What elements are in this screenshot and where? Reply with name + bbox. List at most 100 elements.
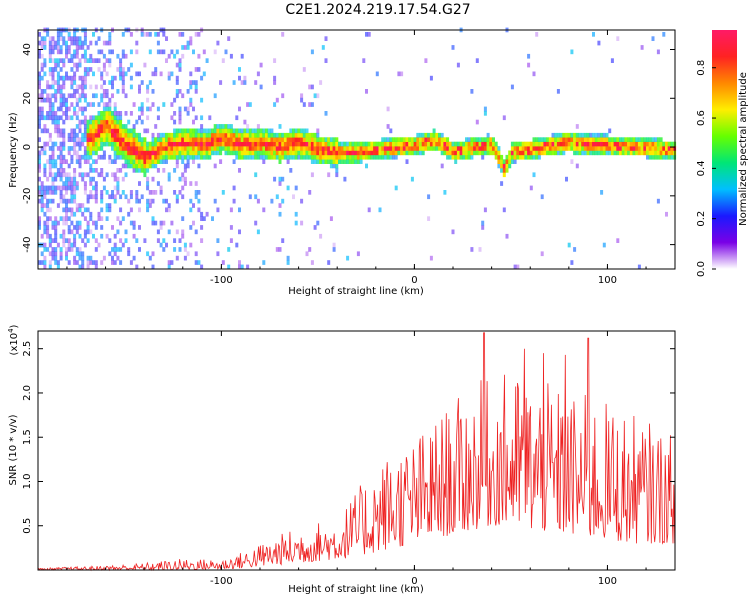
heatmap-cell <box>100 141 104 147</box>
heatmap-cell <box>67 163 71 169</box>
heatmap-cell <box>467 141 471 147</box>
heatmap-cell <box>89 53 93 59</box>
heatmap-cell <box>105 89 109 94</box>
heatmap-cell <box>67 45 71 50</box>
heatmap-cell <box>478 146 482 151</box>
heatmap-cell <box>51 150 55 156</box>
heatmap-cell <box>162 247 166 252</box>
heatmap-cell <box>70 67 74 72</box>
heatmap-cell <box>554 141 558 147</box>
heatmap-cell <box>81 141 85 147</box>
heatmap-cell <box>54 119 58 125</box>
heatmap-cell <box>313 132 317 138</box>
heatmap-cell <box>292 128 295 134</box>
heatmap-cell <box>527 62 531 68</box>
heatmap-cell <box>197 198 201 204</box>
heatmap-cell <box>62 242 66 248</box>
heatmap-cell <box>43 128 47 134</box>
heatmap-cell <box>83 58 87 63</box>
heatmap-cell <box>102 150 106 156</box>
heatmap-cell <box>154 163 158 169</box>
heatmap-cell <box>189 97 193 103</box>
heatmap-cell <box>235 115 239 121</box>
heatmap-cell <box>216 141 220 147</box>
heatmap-cell <box>78 106 82 112</box>
heatmap-cell <box>494 150 498 156</box>
heatmap-cell <box>140 146 144 151</box>
heatmap-cell <box>102 255 106 261</box>
heatmap-cell <box>189 102 193 107</box>
heatmap-cell <box>627 141 631 147</box>
heatmap-cell <box>135 264 139 270</box>
heatmap-cell <box>392 150 395 156</box>
heatmap-cell <box>192 132 195 138</box>
heatmap-cell <box>278 141 282 147</box>
heatmap-cell <box>216 128 220 134</box>
heatmap-cell <box>81 53 85 59</box>
heatmap-cell <box>100 111 104 116</box>
heatmap-cell <box>81 260 85 265</box>
heatmap-cell <box>278 176 282 182</box>
heatmap-cell <box>51 115 55 121</box>
heatmap-cell <box>362 58 366 63</box>
heatmap-cell <box>151 71 155 77</box>
heatmap-cell <box>305 132 309 138</box>
heatmap-cell <box>651 36 655 41</box>
heatmap-cell <box>556 146 560 151</box>
heatmap-cell <box>527 150 531 156</box>
spectrogram-x-tick-label: 0 <box>411 275 417 286</box>
heatmap-cell <box>165 146 168 151</box>
heatmap-cell <box>111 128 114 134</box>
heatmap-cell <box>235 242 239 248</box>
heatmap-cell <box>65 176 68 182</box>
snr-x-tick-label: -100 <box>210 576 233 587</box>
heatmap-cell <box>140 111 144 116</box>
heatmap-cell <box>162 168 166 173</box>
heatmap-cell <box>381 150 385 156</box>
heatmap-cell <box>243 150 247 156</box>
heatmap-cell <box>324 154 328 160</box>
heatmap-cell <box>148 150 152 156</box>
heatmap-cell <box>646 150 649 156</box>
heatmap-cell <box>70 185 74 191</box>
heatmap-cell <box>116 89 120 94</box>
heatmap-cell <box>127 141 131 147</box>
heatmap-cell <box>59 36 63 41</box>
heatmap-cell <box>608 141 612 147</box>
heatmap-cell <box>54 251 58 257</box>
heatmap-cell <box>305 251 309 257</box>
heatmap-cell <box>265 150 268 156</box>
heatmap-cell <box>432 132 436 138</box>
heatmap-cell <box>292 146 295 151</box>
heatmap-cell <box>246 146 250 151</box>
heatmap-cell <box>73 132 77 138</box>
heatmap-cell <box>238 137 241 142</box>
heatmap-cell <box>81 111 85 116</box>
heatmap-cell <box>100 119 104 125</box>
heatmap-cell <box>651 146 655 151</box>
heatmap-cell <box>300 154 304 160</box>
heatmap-cell <box>605 137 609 142</box>
heatmap-cell <box>275 141 279 147</box>
heatmap-cell <box>332 146 336 151</box>
heatmap-cell <box>327 141 331 147</box>
heatmap-cell <box>181 216 185 221</box>
heatmap-cell <box>38 163 41 169</box>
heatmap-cell <box>365 89 368 94</box>
heatmap-cell <box>356 159 360 164</box>
heatmap-cell <box>43 225 47 230</box>
heatmap-cell <box>316 150 320 156</box>
heatmap-cell <box>343 159 347 164</box>
heatmap-cell <box>140 194 144 200</box>
heatmap-cell <box>167 154 171 160</box>
heatmap-cell <box>194 190 198 195</box>
heatmap-cell <box>240 146 244 151</box>
heatmap-cell <box>119 111 123 116</box>
heatmap-cell <box>135 168 139 173</box>
heatmap-cell <box>165 159 168 164</box>
heatmap-cell <box>473 137 477 142</box>
heatmap-cell <box>267 132 271 138</box>
heatmap-cell <box>70 75 74 81</box>
heatmap-cell <box>154 154 158 160</box>
heatmap-cell <box>194 128 198 134</box>
